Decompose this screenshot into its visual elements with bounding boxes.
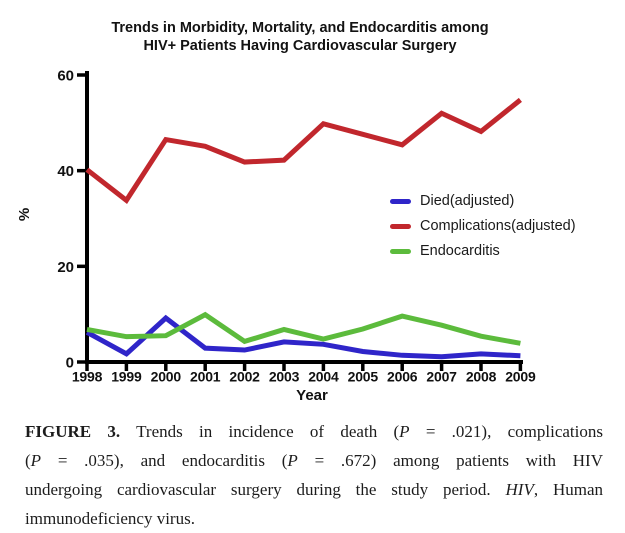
x-tick-label: 2000 xyxy=(151,369,182,385)
caption-segment: Trends in incidence of death ( xyxy=(120,422,400,441)
y-axis-label: % xyxy=(16,207,34,222)
y-tick-label: 20 xyxy=(57,259,74,276)
legend-item-endocarditis: Endocarditis xyxy=(390,240,576,262)
caption-segment: HIV xyxy=(505,480,534,499)
legend-label-complications: Complications(adjusted) xyxy=(420,218,576,234)
chart-title-line2: HIV+ Patients Having Cardiovascular Surg… xyxy=(143,38,457,54)
caption-segment: , Human xyxy=(533,480,603,499)
caption-segment: P xyxy=(399,422,410,441)
y-tick-label: 0 xyxy=(66,355,74,372)
x-tick-label: 2004 xyxy=(308,369,339,385)
x-tick-label: 2005 xyxy=(348,369,379,385)
legend-swatch-endocarditis-line xyxy=(390,248,411,254)
y-tick-label: 40 xyxy=(57,163,74,180)
chart-title-line1: Trends in Morbidity, Mortality, and Endo… xyxy=(111,20,489,36)
chart-legend: Died(adjusted) Complications(adjusted) E… xyxy=(390,190,576,265)
caption-line: FIGURE 3. Trends in incidence of death (… xyxy=(25,417,603,446)
x-tick-label: 2006 xyxy=(387,369,418,385)
caption-segment: ( xyxy=(25,451,31,470)
legend-swatch-died-line xyxy=(390,198,411,204)
caption-segment: undergoing cardiovascular surgery during… xyxy=(25,480,506,499)
caption-segment: = .672) among patients with HIV xyxy=(297,451,603,470)
x-tick-label: 2007 xyxy=(426,369,457,385)
series-line-died-adjusted- xyxy=(85,314,521,360)
series-line-complications-adjusted- xyxy=(85,97,522,204)
x-tick-label: 2002 xyxy=(229,369,260,385)
legend-label-died: Died(adjusted) xyxy=(420,193,515,209)
caption-segment: = .021), complications xyxy=(409,422,603,441)
caption-line: undergoing cardiovascular surgery during… xyxy=(25,475,603,504)
legend-label-endocarditis: Endocarditis xyxy=(420,243,500,259)
caption-segment: immunodeficiency virus. xyxy=(25,509,195,528)
caption-segment: = .035), and endocarditis ( xyxy=(41,451,288,470)
x-axis-label: Year xyxy=(296,387,328,404)
caption-segment: P xyxy=(30,451,42,470)
x-tick-label: 1998 xyxy=(72,369,103,385)
caption-line: (P = .035), and endocarditis (P = .672) … xyxy=(25,446,603,475)
y-tick-label: 60 xyxy=(57,68,74,85)
legend-item-died: Died(adjusted) xyxy=(390,190,576,212)
x-tick-label: 2009 xyxy=(505,369,536,385)
caption-segment: P xyxy=(287,451,298,470)
chart-title: Trends in Morbidity, Mortality, and Endo… xyxy=(0,19,600,55)
x-tick-label: 2003 xyxy=(269,369,300,385)
caption-line: immunodeficiency virus. xyxy=(25,504,603,533)
chart-canvas: 0 20 40 60 1998 1999 2000 2001 2002 2003 2004 2005 2… xyxy=(57,68,536,385)
legend-item-complications: Complications(adjusted) xyxy=(390,215,576,237)
x-tick-label: 1999 xyxy=(111,369,142,385)
x-tick-label: 2001 xyxy=(190,369,221,385)
caption-segment: FIGURE 3. xyxy=(25,422,121,441)
legend-swatch-complications-line xyxy=(390,223,411,229)
x-tick-label: 2008 xyxy=(466,369,497,385)
series-line-endocarditis xyxy=(86,311,521,346)
figure-caption: FIGURE 3. Trends in incidence of death (… xyxy=(25,417,603,533)
